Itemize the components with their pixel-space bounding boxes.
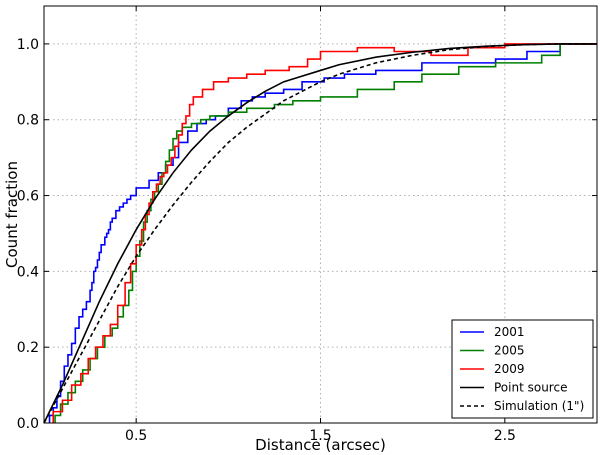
x-tick-label: 0.5 (125, 428, 147, 444)
plot-area (43, 43, 597, 424)
y-tick-label: 0.4 (17, 264, 39, 280)
legend-label-1: 2005 (494, 344, 525, 358)
y-tick-label: 0.6 (17, 189, 39, 205)
y-tick-label: 0.0 (17, 416, 39, 432)
series-line-2 (52, 43, 597, 423)
series-line-4 (43, 43, 597, 424)
series-line-0 (48, 43, 597, 423)
y-axis-label: Count fraction (3, 161, 21, 268)
x-tick-label: 1.5 (309, 428, 331, 444)
x-tick-label: 2.5 (494, 428, 516, 444)
x-axis-label: Distance (arcsec) (255, 436, 386, 454)
legend: 2001 2005 2009 Point source Simulation (1") (451, 319, 594, 419)
axis-ticks: 0.5 1.5 2.5 0.0 0.2 0.4 0.6 0.8 1.0 (17, 6, 597, 444)
y-tick-label: 0.8 (17, 113, 39, 129)
legend-label-4: Simulation (1") (494, 399, 584, 413)
y-tick-label: 0.2 (17, 340, 39, 356)
legend-label-0: 2001 (494, 325, 525, 339)
y-tick-label: 1.0 (17, 37, 39, 53)
series-line-3 (43, 43, 597, 424)
legend-label-3: Point source (494, 381, 567, 395)
legend-label-2: 2009 (494, 362, 525, 376)
legend-box (451, 319, 594, 419)
